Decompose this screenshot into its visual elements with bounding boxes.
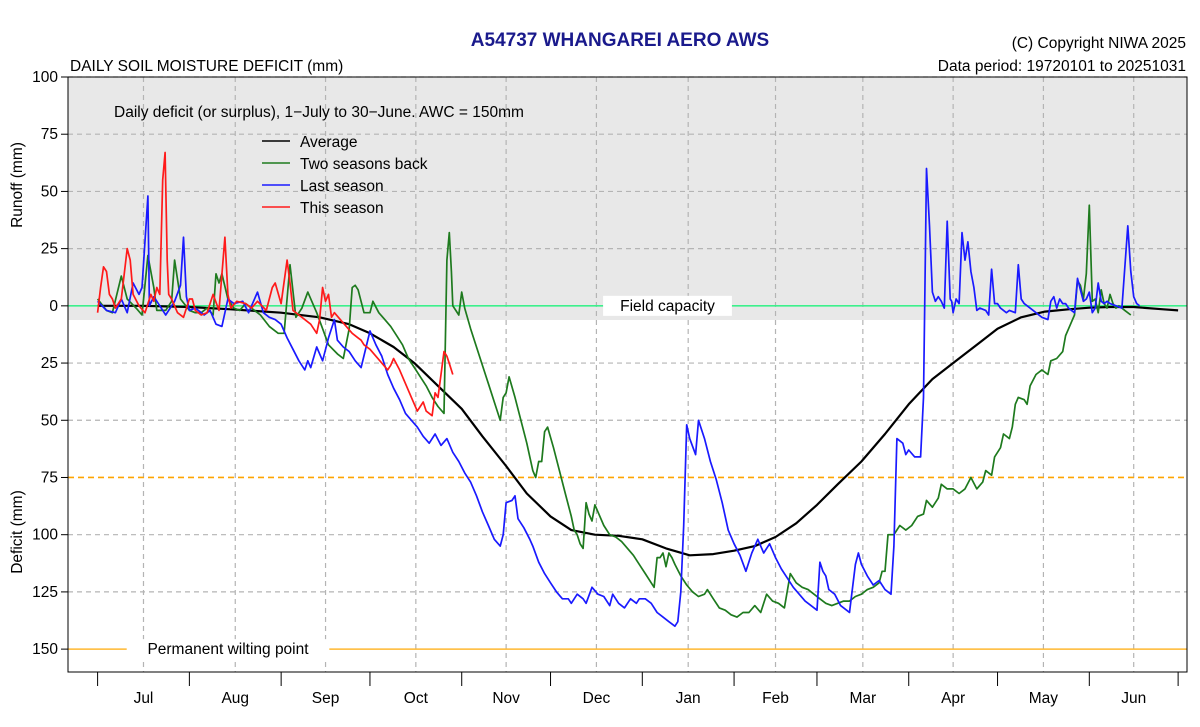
series-line-this-season (96, 151, 454, 417)
x-tick-label-may: May (1029, 690, 1059, 707)
plot-frame (67, 76, 1188, 673)
station-title: A54737 WHANGAREI AERO AWS (471, 30, 769, 51)
data-period-text: Data period: 19720101 to 20251031 (938, 58, 1186, 75)
surplus-band (68, 77, 1187, 320)
reference-lines: Field capacity Permanent wilting point (68, 295, 1187, 660)
x-tick-label-apr: Apr (941, 690, 965, 707)
permanent-wilting-point-label: Permanent wilting point (147, 641, 309, 658)
y-tick-label: 100 (32, 527, 58, 544)
x-tick-label-mar: Mar (849, 690, 876, 707)
legend-label-this-season: This season (300, 200, 384, 217)
y-tick-label: 75 (41, 126, 58, 143)
series-line-two-seasons-back (96, 204, 1132, 618)
y-tick-label: 75 (41, 469, 58, 486)
y-tick-label: 150 (32, 641, 58, 658)
field-capacity-label-bg (603, 295, 732, 316)
legend-label-two-seasons-back: Two seasons back (300, 156, 428, 173)
legend: Average Two seasons back Last season Thi… (262, 134, 428, 217)
series-line-average (97, 304, 1179, 557)
x-tick-label-jun: Jun (1121, 690, 1146, 707)
series-lines (96, 151, 1179, 628)
x-tick-label-feb: Feb (762, 690, 789, 707)
deficit-axis-label: Deficit (mm) (9, 490, 26, 574)
y-tick-label: 0 (49, 298, 58, 315)
series-line-last-season (96, 167, 1141, 628)
x-tick-label-oct: Oct (404, 690, 429, 707)
y-tick-label: 25 (41, 355, 58, 372)
x-tick-label-jan: Jan (676, 690, 701, 707)
chart-subtitle: DAILY SOIL MOISTURE DEFICIT (mm) (70, 58, 343, 75)
runoff-axis-label: Runoff (mm) (9, 142, 26, 228)
y-tick-label: 100 (32, 69, 58, 86)
permanent-wilting-point-label-bg (126, 639, 330, 660)
legend-label-last-season: Last season (300, 178, 384, 195)
y-tick-label: 50 (41, 183, 59, 200)
legend-label-average: Average (300, 134, 357, 151)
field-capacity-label: Field capacity (620, 298, 715, 315)
y-tick-label: 25 (41, 241, 58, 258)
y-tick-label: 50 (41, 412, 59, 429)
y-axis: 100 75 50 25 0 25 50 75 100 125 150 (32, 69, 68, 658)
x-axis: Jul Aug Sep Oct Nov Dec Jan Feb Mar Apr May Jun (97, 672, 1179, 707)
x-tick-label-dec: Dec (583, 690, 611, 707)
chart-note: Daily deficit (or surplus), 1−July to 30… (114, 104, 524, 121)
x-tick-label-nov: Nov (492, 690, 520, 707)
copyright-text: (C) Copyright NIWA 2025 (1012, 35, 1186, 52)
x-tick-label-aug: Aug (221, 690, 249, 707)
x-tick-label-sep: Sep (312, 690, 340, 707)
y-tick-label: 125 (32, 584, 58, 601)
x-tick-label-jul: Jul (134, 690, 154, 707)
